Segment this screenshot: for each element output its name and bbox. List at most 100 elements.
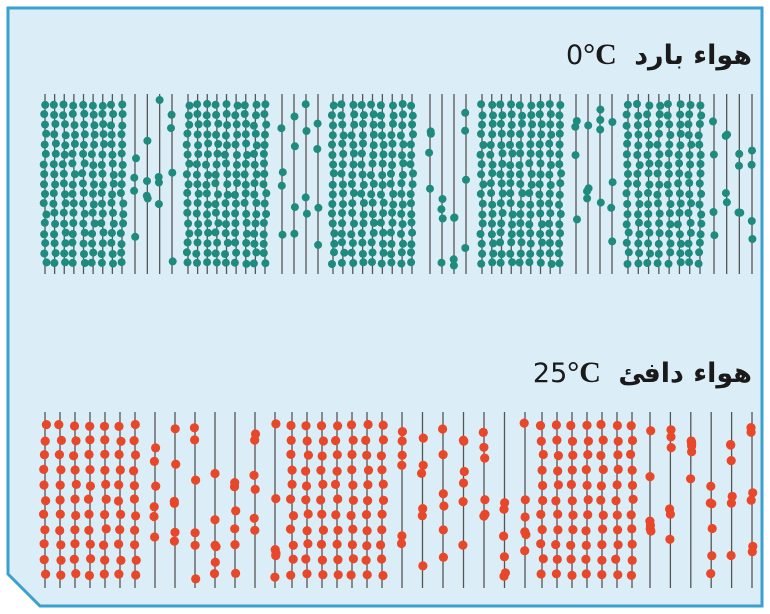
air-particle xyxy=(191,574,200,583)
air-particle xyxy=(223,170,231,178)
air-particle xyxy=(150,457,159,466)
air-particle xyxy=(243,249,251,257)
air-particle xyxy=(214,219,222,227)
air-particle xyxy=(545,200,553,208)
air-particle xyxy=(517,250,525,258)
air-particle xyxy=(399,100,407,108)
air-particle xyxy=(526,140,534,148)
air-particle xyxy=(89,249,97,257)
air-particle xyxy=(60,179,68,187)
air-particle xyxy=(722,189,730,197)
air-particle xyxy=(380,199,388,207)
air-particle xyxy=(666,131,674,139)
air-particle xyxy=(723,198,731,206)
air-particle xyxy=(193,160,201,168)
air-particle xyxy=(367,101,375,109)
air-particle xyxy=(608,118,616,126)
air-particle xyxy=(43,258,51,266)
air-particle xyxy=(150,502,159,511)
air-particle xyxy=(527,130,535,138)
air-particle xyxy=(645,229,653,237)
air-particle xyxy=(204,229,212,237)
air-particle xyxy=(242,260,250,268)
air-particle xyxy=(71,121,79,129)
air-particle xyxy=(62,199,70,207)
air-particle xyxy=(677,240,685,248)
air-particle xyxy=(69,181,77,189)
air-particle xyxy=(100,140,108,148)
air-particle xyxy=(191,541,200,550)
air-particle xyxy=(349,436,358,445)
air-particle xyxy=(363,526,372,535)
air-particle xyxy=(100,229,108,237)
air-particle xyxy=(250,526,259,535)
air-particle xyxy=(303,526,312,535)
air-particle xyxy=(222,259,230,267)
air-particle xyxy=(378,510,387,519)
air-particle xyxy=(118,180,126,188)
air-particle xyxy=(477,260,485,268)
air-particle xyxy=(696,102,704,110)
air-particle xyxy=(377,101,385,109)
air-particle xyxy=(597,540,606,549)
air-particle xyxy=(186,102,194,110)
air-particle xyxy=(340,132,348,140)
air-particle xyxy=(666,209,674,217)
air-particle xyxy=(557,210,565,218)
air-particle xyxy=(349,141,357,149)
air-particle xyxy=(487,141,495,149)
air-particle xyxy=(364,466,373,475)
air-particle xyxy=(40,230,48,238)
air-particle xyxy=(260,160,268,168)
air-particle xyxy=(98,161,106,169)
air-particle xyxy=(697,160,705,168)
air-particle xyxy=(184,199,192,207)
air-particle xyxy=(110,171,118,179)
air-particle xyxy=(231,191,239,199)
air-particle xyxy=(388,240,396,248)
air-particle xyxy=(379,421,388,430)
air-particle xyxy=(89,161,97,169)
air-particle xyxy=(710,151,718,159)
air-particle xyxy=(568,510,577,519)
air-particle xyxy=(520,546,529,555)
air-particle xyxy=(507,130,515,138)
air-particle xyxy=(499,190,507,198)
air-particle xyxy=(706,482,715,491)
air-particle xyxy=(70,199,78,207)
air-particle xyxy=(260,110,268,118)
air-particle xyxy=(479,200,487,208)
air-particle xyxy=(212,209,220,217)
air-particle xyxy=(84,526,93,535)
air-particle xyxy=(552,436,561,445)
air-particle xyxy=(363,496,372,505)
air-particle xyxy=(387,229,395,237)
air-particle xyxy=(568,466,577,475)
air-particle xyxy=(213,161,221,169)
air-particle xyxy=(184,220,192,228)
air-particle xyxy=(144,195,152,203)
air-particle xyxy=(90,111,98,119)
air-particle xyxy=(260,180,268,188)
air-particle xyxy=(379,480,388,489)
air-particle xyxy=(667,240,675,248)
air-particle xyxy=(399,240,407,248)
air-particle xyxy=(387,259,395,267)
air-particle xyxy=(628,540,637,549)
air-particle xyxy=(623,200,631,208)
air-particle xyxy=(555,240,563,248)
air-particle xyxy=(222,132,230,140)
air-particle xyxy=(328,111,336,119)
air-particle xyxy=(644,239,652,247)
air-particle xyxy=(667,200,675,208)
air-particle xyxy=(623,161,631,169)
air-particle xyxy=(388,209,396,217)
air-particle xyxy=(333,555,342,564)
air-particle xyxy=(118,170,126,178)
air-particle xyxy=(333,421,342,430)
air-particle xyxy=(409,112,417,120)
air-particle xyxy=(100,130,108,138)
air-particle xyxy=(304,451,313,460)
air-particle xyxy=(479,111,487,119)
air-particle xyxy=(516,180,524,188)
